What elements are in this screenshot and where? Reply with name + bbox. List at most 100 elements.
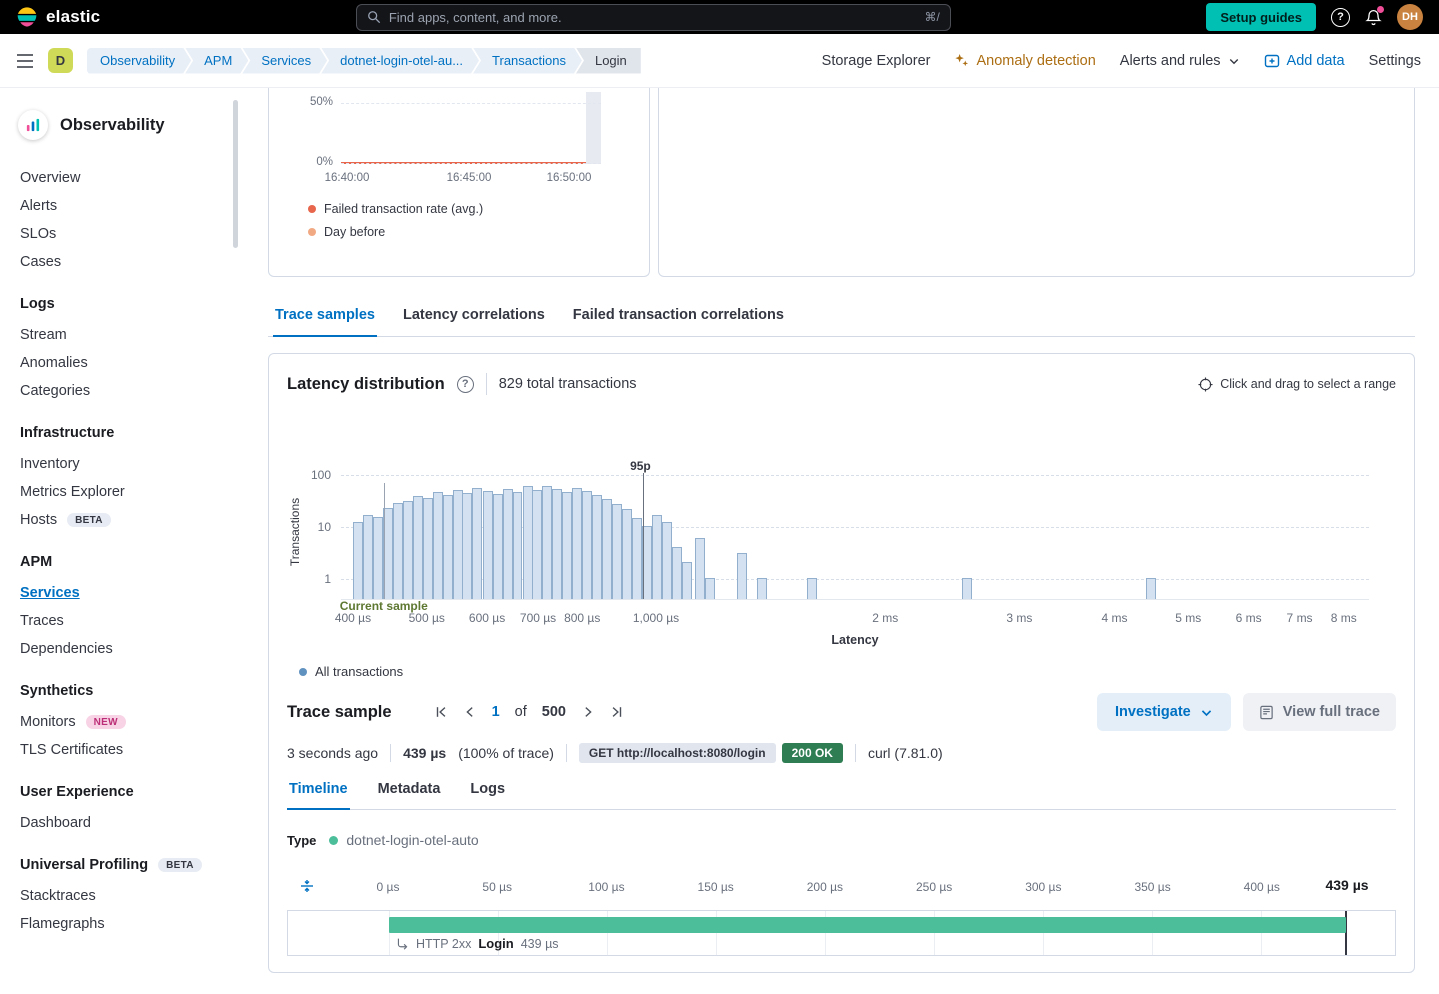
breadcrumb-observability[interactable]: Observability: [87, 48, 191, 74]
breadcrumb-transactions[interactable]: Transactions: [473, 48, 582, 74]
anomaly-detection-link[interactable]: Anomaly detection: [954, 53, 1096, 69]
sidebar-item-cases[interactable]: Cases: [0, 248, 248, 276]
menu-icon[interactable]: [16, 53, 34, 68]
span-label-row[interactable]: HTTP 2xx Login 439 µs: [396, 936, 559, 951]
sidebar-item-tls-certificates[interactable]: TLS Certificates: [0, 736, 248, 764]
help-icon[interactable]: ?: [1331, 7, 1350, 27]
histogram-bar: [482, 490, 493, 599]
beta-badge: BETA: [67, 513, 111, 527]
timeline-fold-icon[interactable]: [299, 878, 315, 894]
first-page-button[interactable]: [434, 705, 448, 719]
beta-badge: BETA: [158, 858, 202, 872]
sidebar-item-anomalies[interactable]: Anomalies: [0, 349, 248, 377]
elastic-home-link[interactable]: elastic: [12, 6, 100, 28]
user-agent: curl (7.81.0): [867, 745, 943, 761]
sidebar-item-stream[interactable]: Stream: [0, 321, 248, 349]
sidebar-item-categories[interactable]: Categories: [0, 377, 248, 405]
sidebar-item-traces[interactable]: Traces: [0, 607, 248, 635]
histogram-bar: [961, 578, 972, 599]
tab-latency-correlations[interactable]: Latency correlations: [402, 307, 545, 323]
tab-trace-samples[interactable]: Trace samples: [273, 299, 377, 337]
sidebar-section-infrastructure: Infrastructure: [20, 425, 115, 441]
span-bar[interactable]: [389, 917, 1346, 933]
tab-failed-transaction-correlations[interactable]: Failed transaction correlations: [572, 307, 784, 323]
legend-dot: [299, 667, 307, 676]
sidebar-item-label: Stacktraces: [20, 888, 96, 904]
histogram-bar: [402, 501, 413, 599]
gridline: [497, 911, 499, 955]
tab-timeline[interactable]: Timeline: [287, 773, 350, 810]
drag-hint: Click and drag to select a range: [1198, 376, 1396, 392]
last-page-button[interactable]: [610, 705, 624, 719]
x-tick: 5 ms: [1175, 611, 1202, 625]
sidebar-item-label: Traces: [20, 613, 64, 629]
setup-guides-button[interactable]: Setup guides: [1206, 3, 1316, 31]
sidebar-item-flamegraphs[interactable]: Flamegraphs: [0, 910, 248, 938]
sample-tabs: Timeline Metadata Logs: [287, 773, 1396, 810]
histogram-legend[interactable]: All transactions: [287, 664, 1396, 679]
histogram-bar: [462, 492, 473, 599]
investigate-button[interactable]: Investigate: [1097, 693, 1231, 731]
search-shortcut: ⌘/: [924, 10, 940, 24]
waterfall-scale: [389, 911, 1347, 955]
add-data-icon: [1264, 54, 1279, 67]
latency-histogram[interactable]: Transactions Latency 1 10 100 400 µs 500 µs 6…: [288, 459, 1369, 647]
sidebar-item-slos[interactable]: SLOs: [0, 220, 248, 248]
sidebar-item-label: Cases: [20, 254, 62, 270]
tab-logs[interactable]: Logs: [470, 781, 506, 797]
y-tick: 10: [317, 520, 331, 534]
view-full-trace-button[interactable]: View full trace: [1242, 693, 1396, 731]
sidebar-item-services[interactable]: Services: [0, 579, 248, 607]
sidebar-item-alerts[interactable]: Alerts: [0, 192, 248, 220]
sidebar-item-metrics-explorer[interactable]: Metrics Explorer: [0, 478, 248, 506]
space-badge[interactable]: D: [48, 48, 73, 73]
histogram-bar: [682, 562, 693, 599]
add-data-label: Add data: [1286, 52, 1345, 69]
prev-page-button[interactable]: [463, 705, 477, 719]
notifications-icon[interactable]: [1365, 5, 1384, 26]
sidebar-item-stacktraces[interactable]: Stacktraces: [0, 882, 248, 910]
x-tick: 1,000 µs: [632, 611, 680, 625]
time-tick: 439 µs: [1325, 877, 1369, 893]
legend-item[interactable]: Failed transaction rate (avg.): [308, 202, 483, 216]
gridline: [341, 475, 1369, 476]
span-duration: 439 µs: [520, 936, 559, 951]
histogram-bar: [632, 518, 642, 599]
brand-name: elastic: [46, 7, 101, 26]
x-tick: 8 ms: [1330, 611, 1357, 625]
add-data-link[interactable]: Add data: [1264, 53, 1345, 69]
alerts-and-rules-menu[interactable]: Alerts and rules: [1120, 53, 1240, 69]
sidebar-scrollbar[interactable]: [233, 100, 238, 248]
sidebar-item-label: Services: [20, 585, 80, 601]
sidebar-item-inventory[interactable]: Inventory: [0, 450, 248, 478]
sidebar-item-monitors[interactable]: Monitors NEW: [0, 708, 248, 736]
avatar[interactable]: DH: [1397, 4, 1423, 30]
x-tick: 3 ms: [1006, 611, 1033, 625]
sidebar-item-dashboard[interactable]: Dashboard: [0, 809, 248, 837]
x-tick: 800 µs: [564, 611, 601, 625]
breadcrumb-services[interactable]: Services: [242, 48, 327, 74]
global-search-input[interactable]: Find apps, content, and more. ⌘/: [355, 3, 951, 31]
help-question-icon[interactable]: ?: [456, 375, 474, 393]
legend-item[interactable]: Day before: [308, 225, 483, 239]
legend-label: All transactions: [315, 664, 404, 679]
sidebar-item-hosts[interactable]: Hosts BETA: [0, 506, 248, 534]
trace-waterfall: 0 µs 50 µs 100 µs 150 µs 200 µs 250 µs 300 µs 3…: [287, 877, 1396, 956]
histogram-bar: [492, 493, 503, 599]
next-page-button[interactable]: [581, 705, 595, 719]
gridline: [1260, 911, 1262, 955]
waterfall-grid: HTTP 2xx Login 439 µs: [287, 910, 1396, 956]
y-tick: 50%: [309, 96, 333, 108]
sidebar-item-label: Anomalies: [20, 355, 88, 371]
sidebar-item-overview[interactable]: Overview: [0, 164, 248, 192]
breadcrumb-dotnet-login-otel-au[interactable]: dotnet-login-otel-au...: [321, 48, 479, 74]
solution-title: Observability: [0, 104, 248, 140]
sidebar-item-label: Hosts: [20, 512, 58, 528]
tab-metadata[interactable]: Metadata: [377, 781, 441, 797]
breadcrumb-apm[interactable]: APM: [185, 48, 248, 74]
sidebar-item-dependencies[interactable]: Dependencies: [0, 635, 248, 663]
time-tick: 200 µs: [806, 880, 844, 894]
storage-explorer-link[interactable]: Storage Explorer: [822, 53, 931, 69]
settings-link[interactable]: Settings: [1369, 53, 1421, 69]
histogram-bar: [552, 488, 563, 599]
